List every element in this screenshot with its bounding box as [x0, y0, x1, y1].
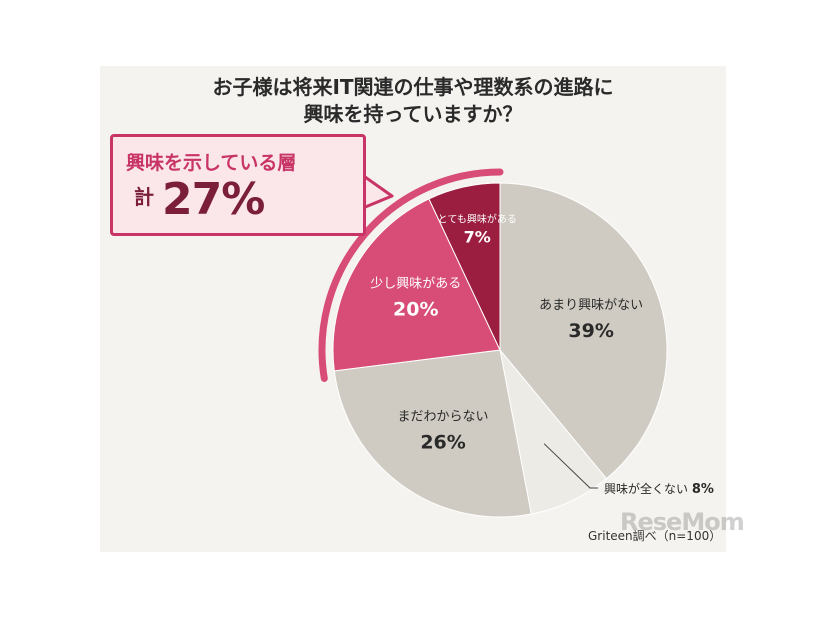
pie-slice-0 [499, 182, 668, 480]
slice-value-1: 8% [692, 482, 714, 497]
source-note: Griteen調べ（n=100） [588, 529, 722, 543]
interest-callout: 興味を示している層 計 27% [110, 134, 366, 236]
callout-total-label: 計 [134, 185, 154, 209]
slice-value-4: 7% [464, 228, 491, 247]
slice-value-2: 26% [420, 431, 465, 453]
pie-slice-3 [332, 198, 501, 372]
resemom-logo: ReseMom [620, 508, 745, 536]
slice-label-2: まだわからない [398, 409, 489, 424]
slice-label-1: 興味が全くない 8% [604, 481, 714, 497]
callout-text: 興味を示している層 [126, 152, 297, 174]
slice-label-0: あまり興味がない [539, 298, 643, 313]
slice-value-0: 39% [568, 320, 613, 342]
title-line-2: 興味を持っていますか？ [303, 102, 523, 126]
callout-total-value: 27% [162, 174, 265, 225]
pie-slice-4 [428, 182, 501, 351]
pie-slice-2 [333, 349, 532, 518]
slice-label-4: とても興味がある [438, 213, 517, 226]
leader-line-1 [543, 443, 598, 489]
callout-total: 計 27% [134, 174, 265, 225]
chart-title: お子様は将来IT関連の仕事や理数系の進路に 興味を持っていますか？ [100, 74, 726, 128]
slice-value-3: 20% [393, 299, 438, 321]
slice-label-3: 少し興味がある [370, 277, 461, 292]
callout-box [110, 134, 366, 236]
title-line-1: お子様は将来IT関連の仕事や理数系の進路に [212, 75, 614, 99]
